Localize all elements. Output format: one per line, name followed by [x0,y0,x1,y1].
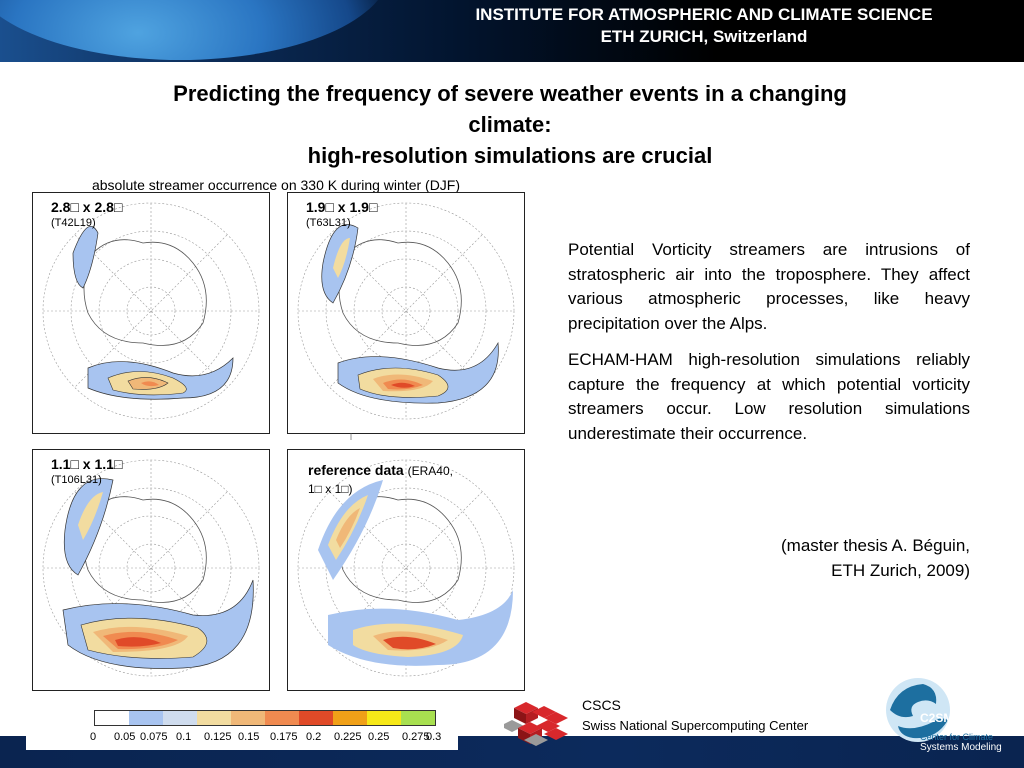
map-panel-t106: 1.1□ x 1.1□ (T106L31) [32,449,270,691]
title-line-2: climate: [468,112,552,137]
title-line-1: Predicting the frequency of severe weath… [173,81,847,106]
thesis-citation: (master thesis A. Béguin, ETH Zurich, 20… [640,533,970,583]
description-para-1: Potential Vorticity streamers are intrus… [568,240,970,333]
colorbar-swatch [333,711,367,725]
colorbar-tick-label: 0.075 [140,731,168,743]
colorbar-tick-label: 0.05 [114,731,136,743]
institute-name: INSTITUTE FOR ATMOSPHERIC AND CLIMATE SC… [475,5,933,24]
colorbar-swatch [163,711,197,725]
panel-model-label-2: 1□ x 1□) [308,482,353,496]
institute-title: INSTITUTE FOR ATMOSPHERIC AND CLIMATE SC… [404,4,1004,48]
earth-image [0,0,390,60]
cscs-name: CSCS [582,697,621,713]
map-panel-t63: 1.9□ x 1.9□ (T63L31) [287,192,525,434]
panel-model-label: (T63L31) [306,217,351,229]
tiny-mark: l [350,432,352,442]
panel-resolution-label: reference data [308,462,404,478]
footer-white-strip [26,736,458,750]
map-panel-t42: 2.8□ x 2.8□ (T42L19) [32,192,270,434]
polar-map-t63 [297,202,515,420]
slide-title: Predicting the frequency of severe weath… [90,78,930,171]
description-para-2: ECHAM-HAM high-resolution simulations re… [568,350,970,443]
panel-model-label: (ERA40, [407,464,453,478]
colorbar-tick-label: 0.175 [270,731,298,743]
c2sm-line-1: Center for Climate [920,732,994,742]
panel-resolution-label: 1.1□ x 1.1□ [51,456,123,472]
colorbar-tick-label: 0.275 [402,731,430,743]
header-banner: INSTITUTE FOR ATMOSPHERIC AND CLIMATE SC… [0,0,1024,62]
colorbar-tick-label: 0.15 [238,731,260,743]
colorbar-swatch [231,711,265,725]
colorbar-tick-label: 0.2 [306,731,322,743]
cscs-full-name: Swiss National Supercomputing Center [582,718,809,733]
panel-model-label: (T42L19) [51,217,96,229]
university-name: ETH ZURICH, Switzerland [600,27,808,46]
map-panel-reference: reference data (ERA40, 1□ x 1□) [287,449,525,691]
panel-resolution-label: 2.8□ x 2.8□ [51,199,123,215]
colorbar-tick-label: 0.25 [368,731,390,743]
figure-caption: absolute streamer occurrence on 330 K du… [91,177,461,193]
colorbar-swatch [95,711,129,725]
panel-reference-label: reference data (ERA40, 1□ x 1□) [308,462,508,498]
title-line-3: high-resolution simulations are crucial [307,143,713,168]
colorbar-tick-label: 0.1 [176,731,192,743]
thesis-line-1: (master thesis A. Béguin, [781,536,970,555]
thesis-line-2: ETH Zurich, 2009) [831,561,970,580]
colorbar-swatch [197,711,231,725]
description-text: Potential Vorticity streamers are intrus… [568,238,970,458]
colorbar-tick-label: 0 [90,731,97,743]
colorbar-tick-label: 0.225 [334,731,362,743]
colorbar [94,710,436,726]
panel-resolution-label: 1.9□ x 1.9□ [306,199,378,215]
colorbar-ticks: 0 0.05 0.075 0.1 0.125 0.15 0.175 0.2 0.225 0.25 0… [84,731,444,747]
colorbar-swatch [129,711,163,725]
polar-map-t42 [42,202,260,420]
c2sm-line-2: Systems Modeling [920,742,1002,753]
polar-map-t106 [42,459,260,677]
colorbar-swatch [401,711,435,725]
polar-map-reference [297,459,515,677]
colorbar-swatch [367,711,401,725]
colorbar-swatch [265,711,299,725]
svg-text:C2SM: C2SM [920,711,953,725]
c2sm-logo-icon: C2SM [886,678,953,742]
panel-model-label: (T106L31) [51,474,102,486]
colorbar-swatch [299,711,333,725]
cscs-logo-icon [504,702,568,746]
colorbar-tick-label: 0.125 [204,731,232,743]
colorbar-tick-label: 0.3 [426,731,442,743]
